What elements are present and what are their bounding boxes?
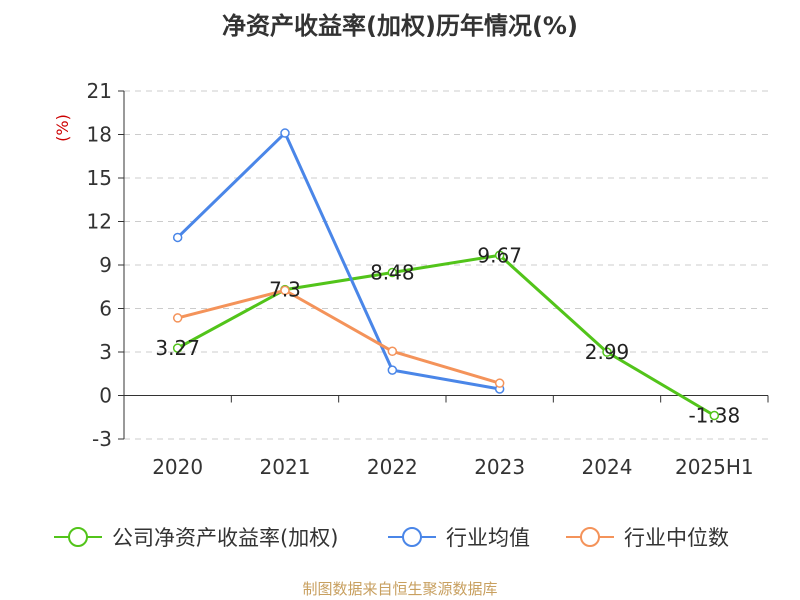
- y-tick-label: 21: [87, 79, 112, 103]
- data-label: -1.38: [688, 404, 740, 428]
- y-tick-label: 18: [87, 123, 112, 147]
- data-point: [172, 313, 183, 323]
- chart-title: 净资产收益率(加权)历年情况(%): [222, 12, 578, 40]
- x-tick-label: 2025H1: [675, 455, 754, 479]
- data-point: [494, 378, 505, 388]
- x-tick-label: 2024: [582, 455, 633, 479]
- legend-marker: [402, 527, 422, 547]
- y-tick-label: 0: [99, 384, 112, 408]
- data-label: 2.99: [585, 340, 630, 364]
- x-tick-label: 2022: [367, 455, 418, 479]
- data-label: 9.67: [477, 243, 522, 267]
- series-lines: [172, 128, 720, 421]
- data-labels: 3.27 7.3 8.48 9.67 2.99 -1.38: [155, 243, 740, 427]
- data-label: 8.48: [370, 261, 415, 285]
- series-line: [177, 288, 501, 385]
- y-tick-label: 12: [87, 210, 112, 234]
- legend-marker: [580, 527, 600, 547]
- y-axis-ticks: -3 0 3 6 9 12 15 18 21: [87, 79, 124, 451]
- y-axis-label: (%): [53, 114, 72, 142]
- data-point: [387, 267, 398, 278]
- legend-marker: [68, 527, 88, 547]
- source-note: 制图数据来自恒生聚源数据库: [302, 580, 498, 598]
- x-tick-label: 2020: [152, 455, 203, 479]
- y-tick-label: 3: [99, 340, 112, 364]
- x-tick-label: 2021: [260, 455, 311, 479]
- legend-label: 行业中位数: [624, 526, 729, 550]
- data-label: 3.27: [155, 336, 200, 360]
- data-point: [172, 232, 183, 243]
- y-tick-label: 15: [87, 166, 112, 190]
- data-point: [387, 365, 398, 375]
- data-point: [602, 347, 612, 357]
- y-tick-label: 6: [99, 297, 112, 321]
- legend-label: 公司净资产收益率(加权): [112, 526, 338, 550]
- x-tick-label: 2023: [474, 455, 525, 479]
- series-line: [176, 131, 500, 391]
- data-point: [709, 410, 720, 421]
- y-tick-label: -3: [92, 427, 112, 451]
- data-point: [280, 128, 290, 138]
- y-tick-label: 9: [99, 253, 112, 277]
- data-point: [494, 250, 505, 261]
- x-axis-ticks: 2020 2021 2022 2023 2024 2025H1: [123, 395, 769, 479]
- data-point: [280, 285, 290, 296]
- legend: 公司净资产收益率(加权) 行业均值 行业中位数: [54, 526, 729, 550]
- legend-label: 行业均值: [446, 526, 530, 550]
- data-point: [172, 343, 183, 353]
- data-point: [387, 346, 398, 357]
- data-label: 7.3: [269, 278, 301, 302]
- series-line: [176, 253, 716, 417]
